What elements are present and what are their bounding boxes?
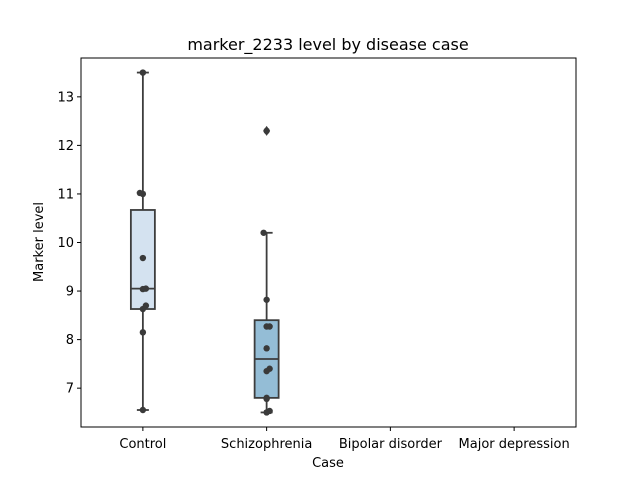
data-point <box>139 285 147 293</box>
y-tick-label: 11 <box>57 187 74 202</box>
y-tick-label: 10 <box>57 236 74 251</box>
data-point <box>139 190 147 198</box>
x-tick-label: Bipolar disorder <box>339 437 443 452</box>
x-tick-label: Major depression <box>459 437 570 452</box>
y-axis: 7 8 9 10 11 12 13 <box>57 90 81 397</box>
y-axis-label: Marker level <box>32 202 47 282</box>
y-tick-label: 8 <box>66 333 74 348</box>
x-axis-label: Case <box>312 456 344 471</box>
box-group <box>253 125 280 416</box>
x-tick-label: Schizophrenia <box>221 437 312 452</box>
data-point <box>263 409 270 416</box>
data-point <box>263 345 270 352</box>
x-tick-label: Control <box>119 437 166 452</box>
y-tick-label: 7 <box>66 382 74 397</box>
data-point <box>263 395 270 403</box>
data-point <box>266 323 273 330</box>
plot-area <box>129 69 280 416</box>
data-point <box>139 254 147 262</box>
data-point <box>263 367 270 375</box>
data-point <box>263 127 270 135</box>
box-group <box>129 69 156 414</box>
data-point <box>139 406 147 414</box>
chart-title: marker_2233 level by disease case <box>187 35 468 55</box>
y-tick-label: 13 <box>57 90 74 105</box>
y-tick-label: 9 <box>66 285 74 300</box>
x-axis: Control Schizophrenia Bipolar disorder Majo… <box>119 427 570 452</box>
y-tick-label: 12 <box>57 139 74 154</box>
data-point <box>260 229 267 236</box>
data-point <box>263 296 270 303</box>
data-point <box>139 329 147 336</box>
data-point <box>139 69 147 76</box>
data-point <box>139 305 147 313</box>
